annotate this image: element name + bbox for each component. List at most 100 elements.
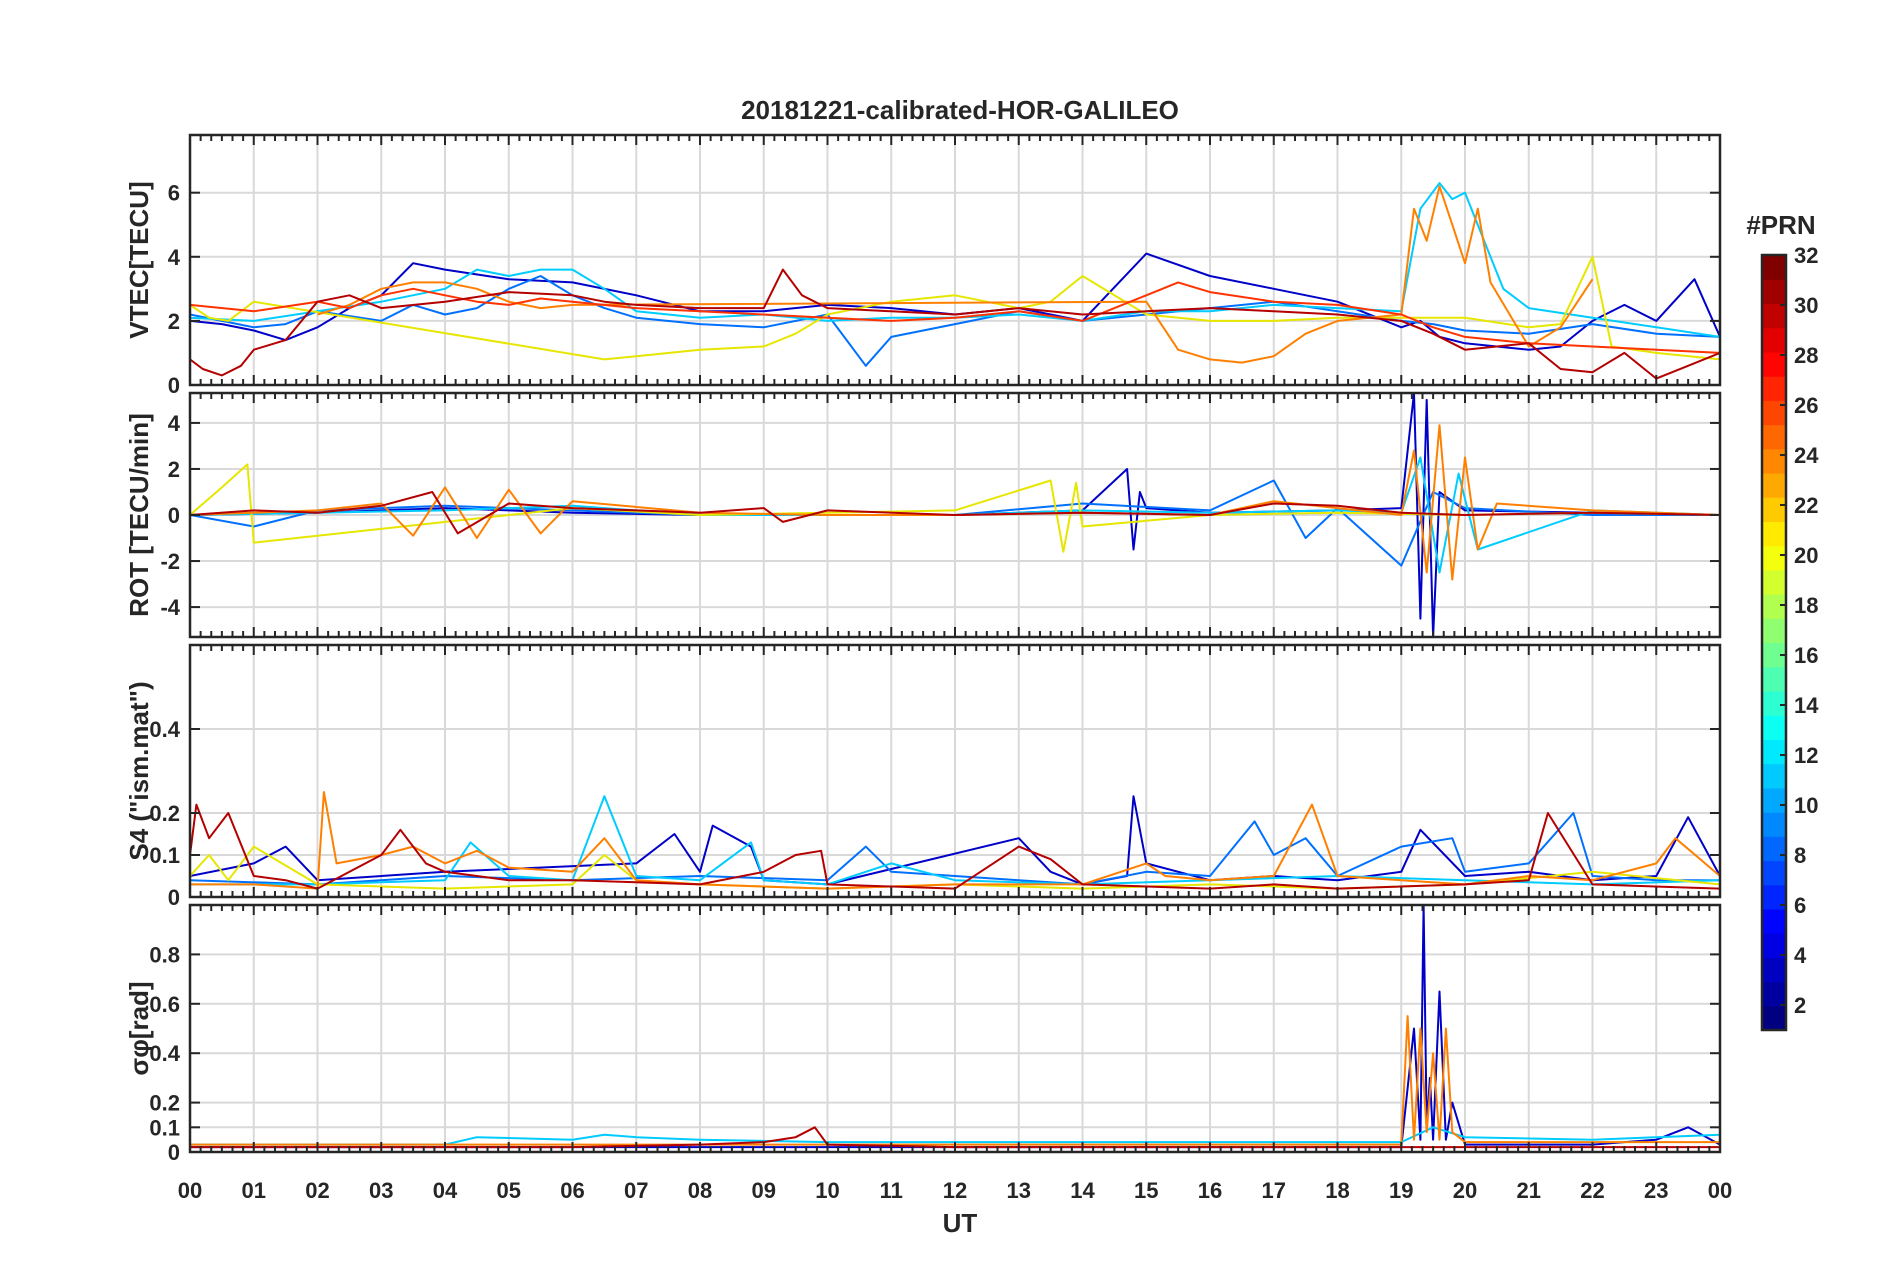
y-tick-label: 4 [168,411,181,436]
y-tick-label: 0.2 [149,801,180,826]
y-tick-label: 0.4 [149,717,180,742]
colorbar-segment [1762,327,1786,353]
series-line-prn-12 [190,456,1720,574]
colorbar-segment [1762,569,1786,595]
x-tick-label: 16 [1198,1178,1222,1203]
colorbar-tick-label: 28 [1794,343,1818,368]
series-line-prn-30 [190,268,1720,380]
series-group [190,182,1720,380]
colorbar-tick-label: 10 [1794,793,1818,818]
x-tick-label: 07 [624,1178,648,1203]
y-tick-label: 2 [168,457,180,482]
x-tick-label: 04 [433,1178,458,1203]
x-tick-label: 08 [688,1178,712,1203]
y-tick-label: 4 [168,245,181,270]
colorbar-segment [1762,715,1786,740]
y-axis-label: VTEC[TECU] [124,181,154,338]
colorbar-segment [1762,1005,1786,1031]
colorbar-segment [1762,787,1786,813]
x-tick-label: 14 [1070,1178,1095,1203]
x-tick-label: 22 [1580,1178,1604,1203]
colorbar-segment [1762,351,1786,377]
axes-frame [188,643,1722,899]
x-tick-label: 20 [1453,1178,1477,1203]
x-tick-label: 15 [1134,1178,1158,1203]
colorbar-tick-label: 32 [1794,243,1818,268]
colorbar-tick-label: 18 [1794,593,1818,618]
x-tick-label: 03 [369,1178,393,1203]
colorbar-segment [1762,981,1786,1007]
y-tick-label: 2 [168,309,180,334]
y-tick-label: 0 [168,1140,180,1165]
x-axis-label: UT [943,1208,978,1238]
x-tick-label: 01 [242,1178,266,1203]
y-tick-label: -4 [160,595,180,620]
colorbar-tick-label: 26 [1794,393,1818,418]
colorbar-tick-label: 4 [1794,943,1807,968]
colorbar-segment [1762,279,1786,305]
y-tick-label: 0 [168,373,180,398]
y-tick-label: 0.8 [149,942,180,967]
x-tick-label: 19 [1389,1178,1413,1203]
colorbar-frame [1760,253,1788,1032]
colorbar-segment [1762,255,1786,280]
colorbar-segment [1762,957,1786,983]
colorbar-segment [1762,521,1786,547]
colorbar-segment [1762,618,1786,644]
colorbar-segment [1762,472,1786,498]
colorbar-tick-label: 6 [1794,893,1806,918]
colorbar-segment [1762,860,1786,886]
colorbar-title: #PRN [1746,210,1815,240]
y-tick-label: 0.2 [149,1091,180,1116]
axes-frame [188,903,1722,1154]
y-tick-label: 0 [168,885,180,910]
series-group [190,393,1720,637]
y-axis-label: S4 ("ism.mat") [124,681,154,860]
series-line-prn-30 [190,803,1720,890]
x-tick-label: 12 [943,1178,967,1203]
y-tick-label: 0.1 [149,843,180,868]
colorbar-segment [1762,812,1786,837]
x-tick-label: 02 [305,1178,329,1203]
x-tick-label: 06 [560,1178,584,1203]
y-tick-label: -2 [160,549,180,574]
colorbar-segment [1762,666,1786,692]
series-line-prn-30 [190,491,1720,535]
colorbar-tick-label: 16 [1794,643,1818,668]
series-line-prn-12 [190,182,1720,338]
x-tick-label: 10 [815,1178,839,1203]
y-tick-label: 0.1 [149,1115,180,1140]
series-line-prn-12 [190,795,1720,886]
series-line-prn-8 [190,479,1720,567]
colorbar-tick-label: 30 [1794,293,1818,318]
panel-rot: -4 -2 0 2 4 ROT [TECU/min] [124,391,1722,639]
colorbar-segment [1762,424,1786,450]
x-tick-label: 09 [752,1178,776,1203]
x-tick-label: 00 [178,1178,202,1203]
colorbar-tick-label: 2 [1794,993,1806,1018]
colorbar-tick-label: 22 [1794,493,1818,518]
colorbar-tick-label: 8 [1794,843,1806,868]
series-group [190,791,1720,890]
y-axis-label: σφ[rad] [124,981,154,1075]
panel-sigma_phi: 00.10.2 0.4 0.6 0.8 σφ[rad] [124,903,1722,1165]
colorbar-segment [1762,545,1786,571]
colorbar-tick-label: 24 [1794,443,1819,468]
x-tick-label: 11 [880,1178,903,1203]
colorbar-tick-label: 14 [1794,693,1819,718]
y-tick-label: 0.6 [149,992,180,1017]
axes-frame [188,133,1722,387]
x-tick-labels: 00 01 02 03 04 05 06 07 08 09 10 11 12 13 14 15 16 17 18 19… [178,1178,1732,1203]
colorbar-segment [1762,690,1786,716]
colorbar-segment [1762,594,1786,619]
x-tick-label: 13 [1007,1178,1031,1203]
y-tick-label: 0.4 [149,1041,180,1066]
colorbar-segment [1762,836,1786,862]
colorbar-tick-label: 12 [1794,743,1818,768]
y-tick-label: 0 [168,503,180,528]
x-tick-label: 05 [497,1178,521,1203]
series-line-prn-27 [190,281,1720,354]
x-tick-label: 18 [1325,1178,1349,1203]
